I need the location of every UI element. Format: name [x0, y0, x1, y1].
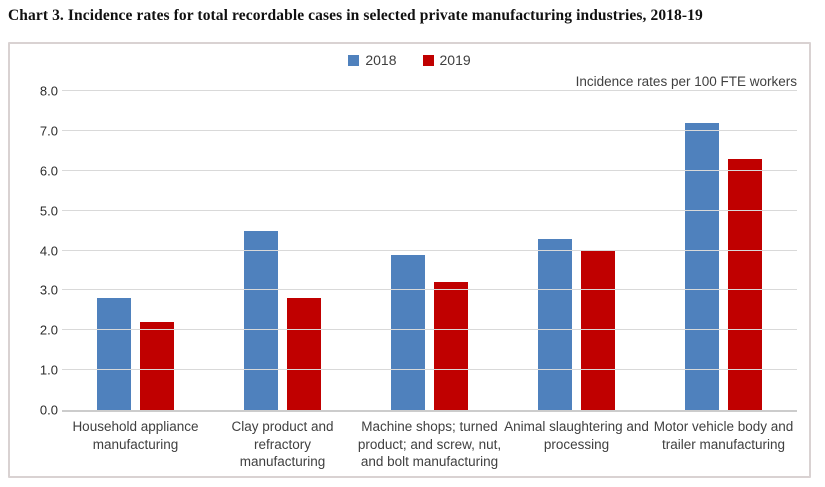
y-tick-3.0: 3.0: [39, 282, 58, 298]
bar-2019-group-1: [140, 322, 174, 410]
x-label-4: Animal slaughtering and processing: [504, 419, 649, 452]
bar-2018-group-4: [538, 238, 572, 410]
plot-area: [62, 90, 797, 412]
gridline-5: [62, 209, 797, 211]
bar-2019-group-5: [728, 158, 762, 410]
gridline-7: [62, 129, 797, 131]
x-label-3: Machine shops; turned product; and screw…: [357, 419, 502, 470]
bar-2018-group-5: [685, 122, 719, 410]
gridline-6: [62, 169, 797, 171]
legend-item-2018: 2018: [348, 52, 397, 68]
bar-group-5: [650, 91, 797, 410]
bars-row: [62, 91, 797, 410]
x-label-2: Clay product and refractory manufacturin…: [231, 419, 334, 470]
bar-2019-group-4: [581, 250, 615, 410]
legend-item-2019: 2019: [422, 52, 471, 68]
bar-2019-group-3: [434, 282, 468, 410]
bar-group-2: [209, 91, 356, 410]
y-tick-8.0: 8.0: [39, 83, 58, 99]
legend-swatch-2018-icon: [348, 54, 360, 66]
gridline-4: [62, 249, 797, 251]
units-note: Incidence rates per 100 FTE workers: [575, 74, 797, 89]
legend-label-2018: 2018: [365, 52, 397, 68]
bar-group-1: [62, 91, 209, 410]
gridline-3: [62, 289, 797, 291]
gridline-8: [62, 90, 797, 91]
bar-group-4: [503, 91, 650, 410]
chart-title: Chart 3. Incidence rates for total recor…: [8, 7, 703, 24]
y-axis: 0.0 1.0 2.0 3.0 4.0 5.0 6.0 7.0 8.0: [20, 84, 58, 418]
y-tick-1.0: 1.0: [39, 362, 58, 378]
x-label-5: Motor vehicle body and trailer manufactu…: [653, 419, 794, 452]
x-label-1: Household appliance manufacturing: [72, 419, 199, 452]
legend-label-2019: 2019: [439, 52, 471, 68]
bar-2018-group-1: [97, 298, 131, 410]
y-tick-7.0: 7.0: [39, 123, 58, 139]
y-tick-6.0: 6.0: [39, 163, 58, 179]
bar-2019-group-2: [287, 298, 321, 410]
x-axis-labels: Household appliance manufacturing Clay pr…: [62, 418, 797, 471]
bar-group-3: [356, 91, 503, 410]
y-tick-5.0: 5.0: [39, 203, 58, 219]
bar-2018-group-2: [244, 230, 278, 410]
y-tick-0.0: 0.0: [39, 402, 58, 418]
bar-2018-group-3: [391, 254, 425, 410]
chart-frame: 2018 2019 Incidence rates per 100 FTE wor…: [8, 42, 811, 478]
y-tick-4.0: 4.0: [39, 243, 58, 258]
y-tick-2.0: 2.0: [39, 322, 58, 338]
gridline-2: [62, 329, 797, 331]
legend: 2018 2019: [10, 52, 809, 68]
gridline-1: [62, 369, 797, 371]
legend-swatch-2019-icon: [422, 54, 434, 66]
